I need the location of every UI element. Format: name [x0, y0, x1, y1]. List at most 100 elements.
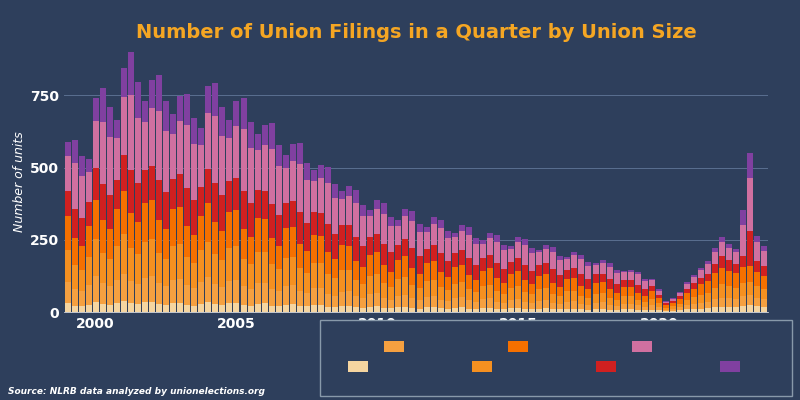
Bar	[206, 86, 211, 113]
Bar	[656, 310, 662, 312]
Bar	[71, 210, 78, 238]
X-axis label: Quarter: Quarter	[386, 334, 446, 348]
Bar	[698, 308, 704, 312]
Bar	[128, 50, 134, 95]
Bar	[177, 207, 183, 244]
Bar	[346, 225, 352, 246]
Bar	[226, 212, 233, 248]
Bar	[670, 311, 676, 312]
Bar	[529, 271, 535, 284]
Bar	[634, 310, 641, 312]
Bar	[402, 256, 409, 277]
Bar	[254, 304, 261, 312]
Bar	[543, 274, 550, 288]
Bar	[494, 242, 500, 262]
Bar	[304, 251, 310, 273]
Bar	[241, 286, 246, 305]
Bar	[78, 156, 85, 176]
Bar	[515, 242, 521, 258]
Bar	[206, 169, 211, 203]
Bar	[445, 277, 450, 290]
Bar	[522, 292, 528, 302]
Bar	[234, 210, 239, 246]
Bar	[262, 191, 268, 219]
Bar	[747, 295, 754, 305]
Bar	[198, 128, 204, 145]
Bar	[487, 255, 493, 268]
Bar	[698, 278, 704, 284]
Bar	[382, 282, 387, 298]
Bar	[114, 180, 120, 209]
Bar	[184, 257, 190, 286]
Text: 11-25: 11-25	[496, 360, 528, 370]
Bar	[142, 242, 148, 278]
Bar	[543, 308, 550, 312]
Bar	[663, 303, 669, 305]
Bar	[339, 270, 345, 292]
Bar	[156, 180, 162, 220]
Bar	[388, 252, 394, 272]
Bar	[558, 260, 563, 275]
Bar	[198, 282, 204, 304]
Bar	[163, 101, 169, 132]
Bar	[698, 270, 704, 278]
Bar	[177, 96, 183, 121]
Bar	[558, 296, 563, 304]
Bar	[466, 275, 472, 289]
Bar	[684, 289, 690, 293]
Bar	[691, 283, 697, 289]
Bar	[318, 236, 324, 264]
Bar	[128, 303, 134, 312]
Bar	[135, 82, 141, 118]
Bar	[501, 283, 507, 294]
Bar	[402, 307, 409, 312]
Bar	[599, 274, 606, 282]
Bar	[423, 307, 430, 312]
Bar	[445, 301, 450, 309]
Bar	[206, 242, 211, 277]
Bar	[65, 250, 70, 282]
Bar	[656, 298, 662, 303]
Bar	[234, 102, 239, 126]
Bar	[712, 252, 718, 264]
Bar	[473, 302, 479, 309]
Bar	[339, 191, 345, 199]
Bar	[71, 238, 78, 265]
Bar	[747, 231, 754, 266]
Bar	[691, 297, 697, 304]
Bar	[206, 277, 211, 302]
Bar	[100, 283, 106, 304]
Bar	[135, 254, 141, 284]
Bar	[473, 292, 479, 302]
Bar	[290, 161, 296, 201]
Bar	[614, 284, 620, 293]
Bar	[508, 288, 514, 300]
Bar	[621, 310, 626, 312]
Bar	[438, 308, 444, 312]
Bar	[634, 293, 641, 300]
Bar	[571, 278, 578, 291]
Bar	[339, 199, 345, 225]
Bar	[445, 290, 450, 301]
Bar	[206, 302, 211, 312]
Bar	[684, 300, 690, 305]
Bar	[212, 254, 218, 284]
Bar	[410, 308, 415, 312]
Bar	[762, 246, 767, 251]
Bar	[219, 108, 226, 136]
Bar	[114, 120, 120, 138]
Bar	[360, 246, 366, 267]
Bar	[156, 74, 162, 111]
Bar	[571, 308, 578, 312]
Bar	[452, 298, 458, 308]
Bar	[114, 280, 120, 303]
Bar	[656, 291, 662, 295]
Bar	[452, 284, 458, 298]
Bar	[100, 88, 106, 122]
Bar	[515, 299, 521, 308]
Bar	[374, 200, 380, 209]
Bar	[135, 284, 141, 304]
Bar	[78, 306, 85, 312]
Bar	[184, 305, 190, 312]
Bar	[121, 301, 127, 312]
